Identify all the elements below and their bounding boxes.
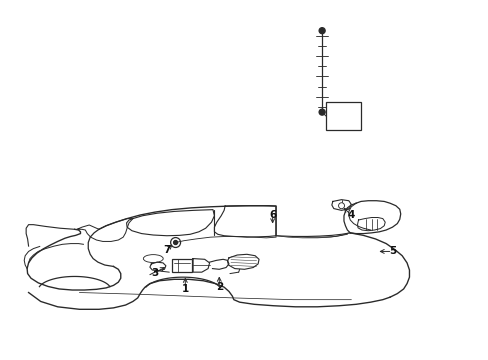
Text: 4: 4	[347, 210, 354, 220]
Bar	[171, 258, 192, 272]
Text: 3: 3	[151, 268, 158, 278]
Circle shape	[173, 240, 177, 244]
Text: 2: 2	[215, 282, 223, 292]
Text: 1: 1	[182, 284, 188, 294]
Text: 6: 6	[268, 210, 276, 220]
Circle shape	[319, 109, 325, 115]
Text: 7: 7	[163, 245, 170, 255]
Text: 5: 5	[388, 247, 395, 256]
Circle shape	[319, 28, 325, 33]
Bar	[325, 102, 360, 130]
